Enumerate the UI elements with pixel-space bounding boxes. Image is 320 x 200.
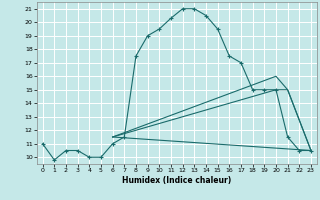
X-axis label: Humidex (Indice chaleur): Humidex (Indice chaleur) xyxy=(122,176,231,185)
